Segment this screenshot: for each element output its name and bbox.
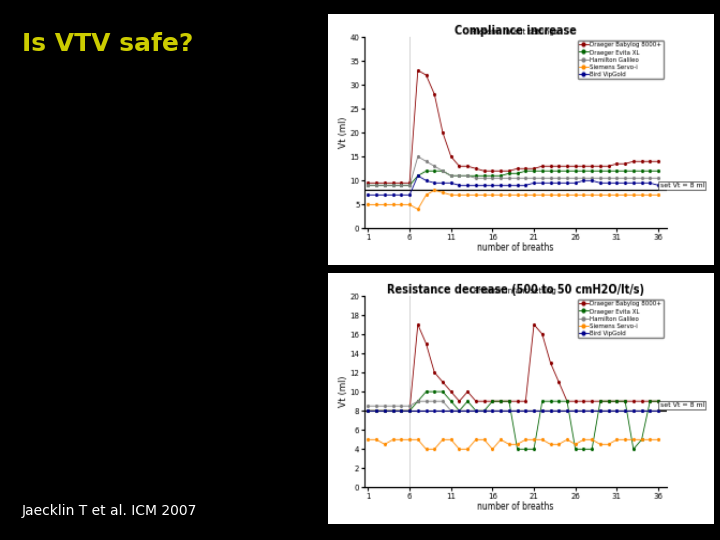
Text: Is VTV safe?: Is VTV safe? <box>22 32 193 56</box>
Text: Jaecklin T et al. ICM 2007: Jaecklin T et al. ICM 2007 <box>22 504 197 518</box>
